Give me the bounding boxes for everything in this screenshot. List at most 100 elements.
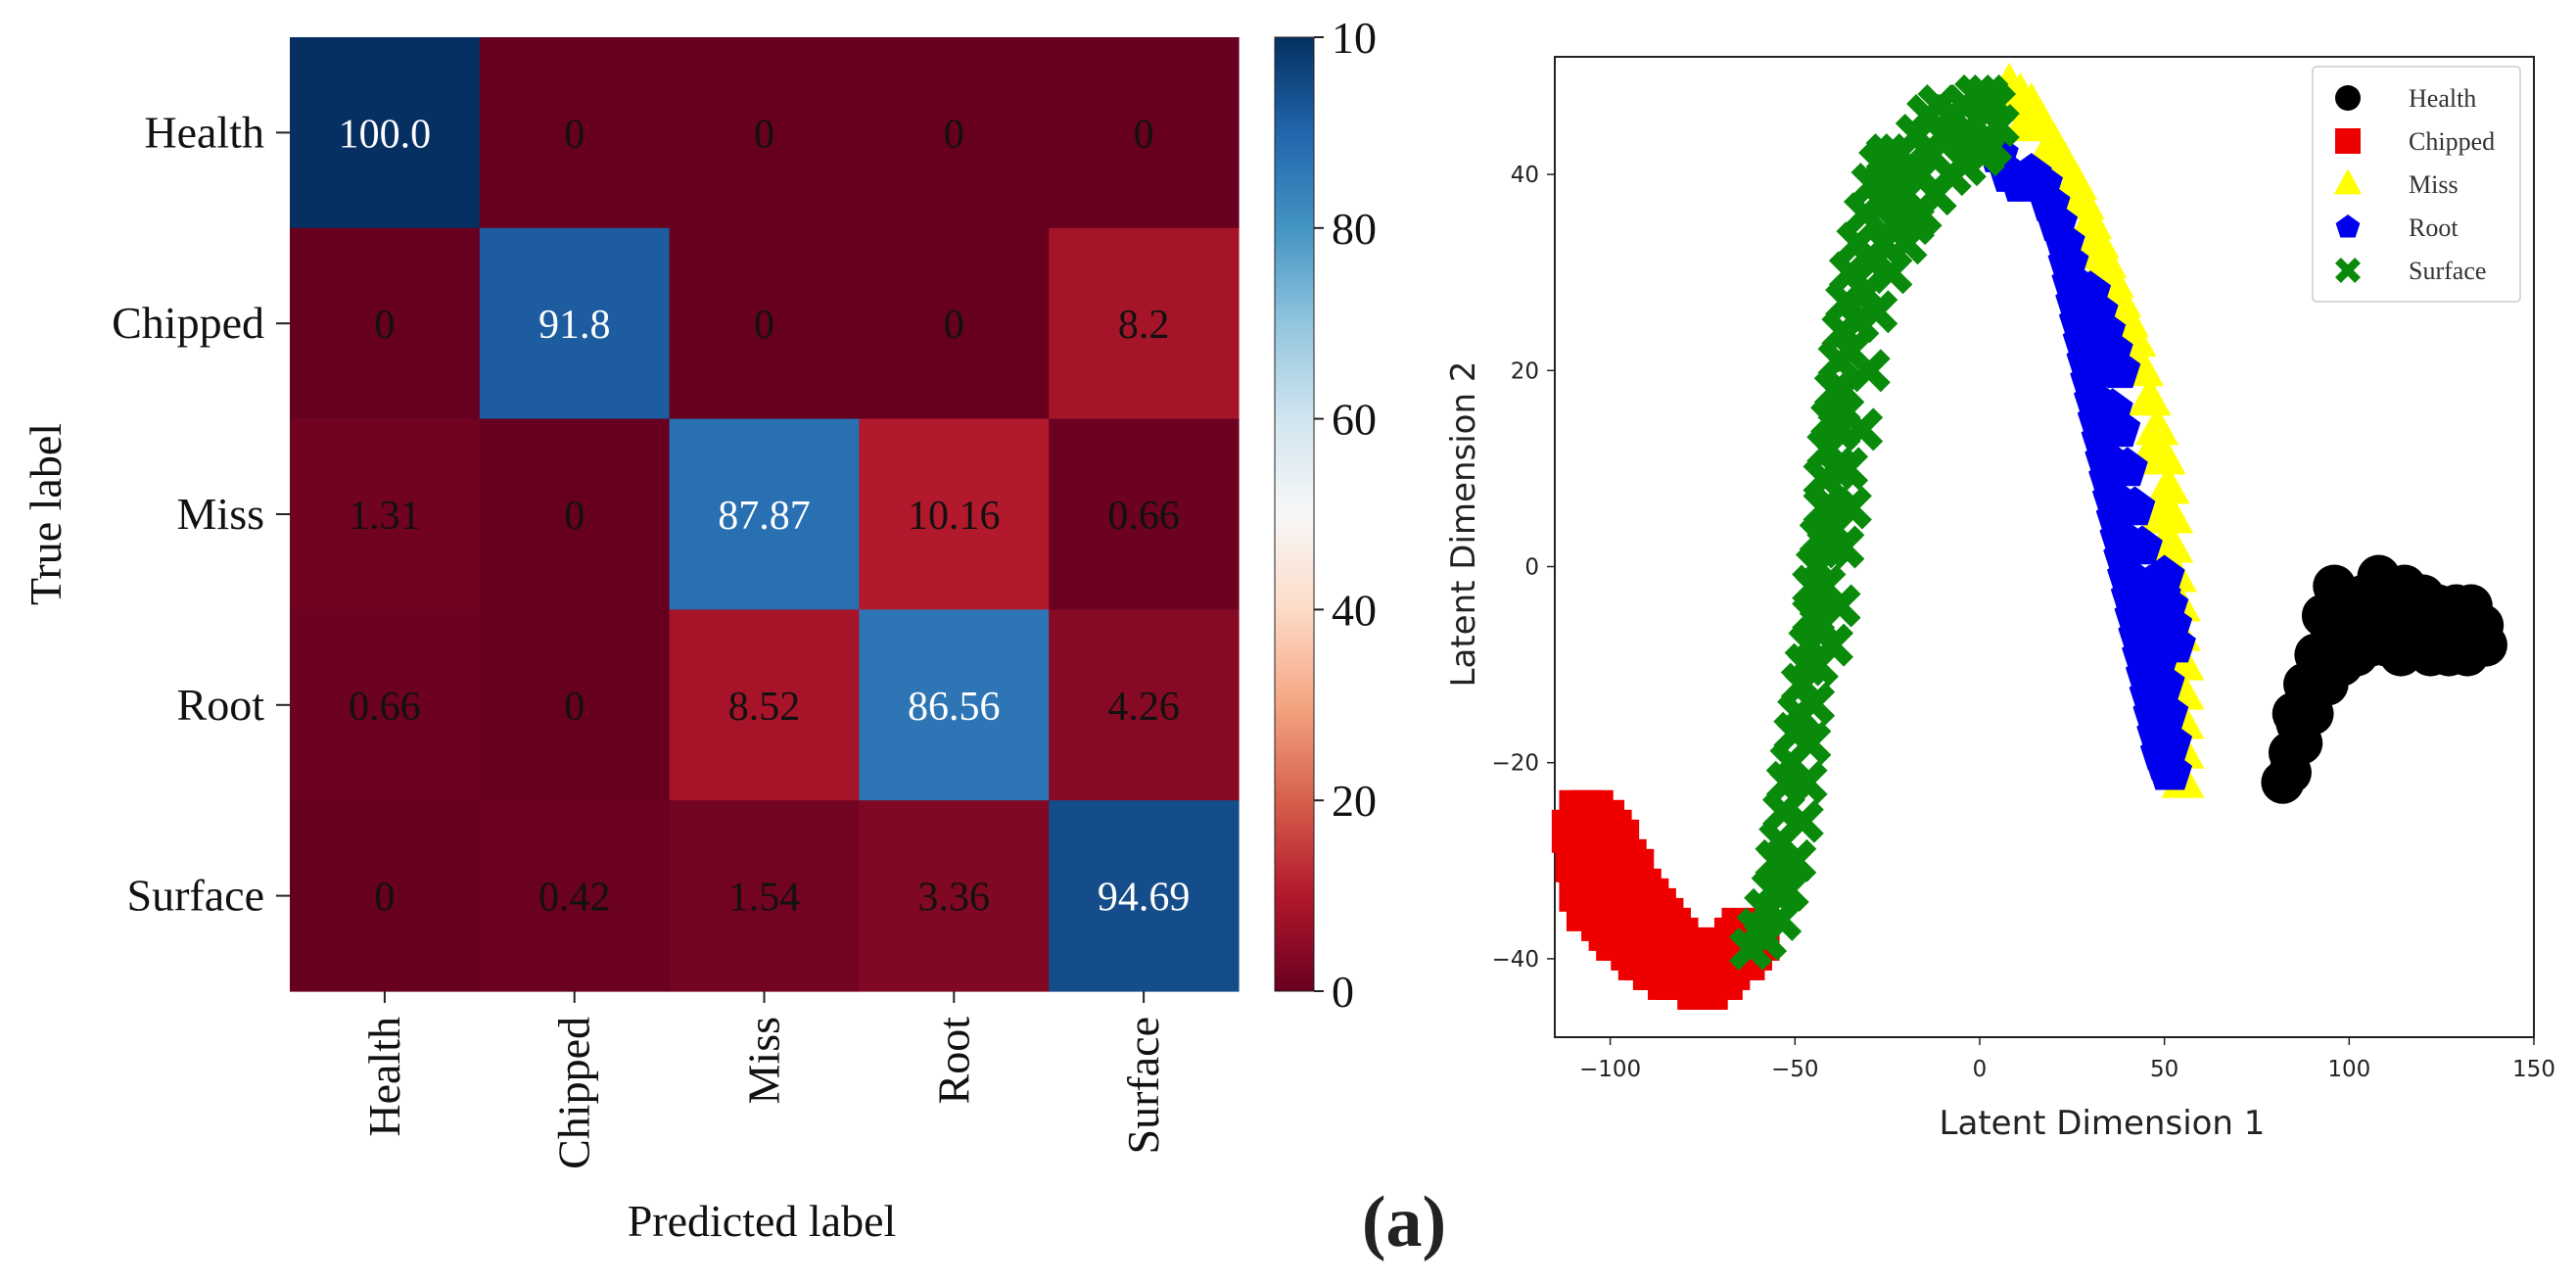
heatmap-cell (290, 418, 481, 610)
confusion-matrix: 100.0 0 0 0 0 0 91.8 0 0 8.2 1.31 0 87.87 10.16 0.66 0.… (21, 37, 1240, 1246)
scatter-point (1765, 868, 1809, 912)
heatmap-cell (669, 37, 860, 229)
scatter-point (1825, 447, 1869, 491)
scatter-point (1869, 251, 1913, 295)
heatmap-row-label: Surface (127, 871, 264, 921)
scatter-point (2151, 721, 2193, 761)
scatter-legend: Health Chipped Miss Root Surface (2312, 66, 2521, 303)
heatmap-cell (479, 609, 671, 801)
heatmap-cell (1049, 418, 1240, 610)
heatmap-cell (1049, 800, 1240, 992)
heatmap-cell-value: 1.31 (349, 494, 421, 539)
heatmap-cell (859, 37, 1050, 229)
scatter-point (2151, 750, 2193, 790)
scatter-point (2132, 603, 2175, 643)
legend-label: Miss (2409, 170, 2459, 199)
heatmap-xlabel: Predicted label (628, 1196, 897, 1246)
heatmap-cell-value: 0.66 (349, 685, 421, 730)
heatmap-cell (479, 800, 671, 992)
scatter-xtick-label: 100 (2327, 1057, 2370, 1082)
scatter-point (1773, 838, 1817, 882)
scatter-point (2107, 447, 2148, 487)
legend-marker-miss (2333, 168, 2363, 195)
heatmap-cell (479, 37, 671, 229)
scatter-xtick-label: −100 (1579, 1057, 1641, 1082)
scatter-point (1792, 682, 1836, 726)
scatter-point (1821, 525, 1865, 569)
scatter-point (2338, 613, 2382, 657)
scatter-point (1840, 407, 1884, 452)
heatmap-cell (290, 800, 481, 992)
legend-marker-health (2335, 85, 2361, 111)
scatter-ylabel: Latent Dimension 2 (1444, 361, 1483, 688)
scatter-point (1892, 202, 1936, 246)
scatter-point (1957, 123, 2001, 167)
scatter-point (1854, 290, 1898, 334)
heatmap-cell-value: 94.69 (1098, 876, 1191, 921)
heatmap-cell (479, 227, 671, 420)
scatter-point (2128, 376, 2172, 416)
heatmap-cell-value: 87.87 (718, 494, 811, 539)
scatter-point (2367, 564, 2412, 608)
colorbar-gradient (1274, 36, 1315, 992)
scatter-xtick-label: 0 (1973, 1057, 1988, 1082)
heatmap-cell-value: 0.42 (539, 876, 611, 921)
scatter-series-root (1977, 133, 2196, 790)
heatmap-cell (859, 609, 1050, 801)
colorbar-tick-label: 60 (1332, 395, 1377, 445)
heatmap-cell-value: 3.36 (918, 876, 991, 921)
heatmap-cell (1049, 37, 1240, 229)
scatter-point (2371, 603, 2415, 647)
scatter-point (1644, 927, 1688, 971)
latent-scatter-plot: −100 −50 0 50 100 150 −40 −20 0 20 40 Latent Dime… (1444, 56, 2555, 1143)
scatter-series-health (2261, 554, 2507, 804)
colorbar-tick-label: 80 (1332, 204, 1377, 254)
heatmap-col-label: Surface (1118, 1017, 1168, 1154)
colorbar-tick-label: 40 (1332, 585, 1377, 635)
heatmap-cell-value: 0 (754, 303, 774, 348)
legend-label: Root (2409, 214, 2459, 242)
heatmap-cell (290, 37, 481, 229)
heatmap-col-label: Health (359, 1017, 409, 1137)
scatter-point (1895, 114, 1939, 158)
heatmap-cell (479, 418, 671, 610)
heatmap-cell (669, 800, 860, 992)
heatmap-cell (859, 800, 1050, 992)
heatmap-row-label: Chipped (112, 298, 264, 348)
scatter-series-surface (1729, 74, 2020, 971)
scatter-xlabel: Latent Dimension 1 (1940, 1104, 2266, 1143)
heatmap-cell-value: 4.26 (1107, 685, 1180, 730)
heatmap-row-label: Root (177, 680, 265, 730)
heatmap-cell-value: 100.0 (339, 112, 432, 157)
heatmap-ylabel: True label (21, 423, 70, 605)
heatmap-col-label: Root (928, 1017, 978, 1105)
scatter-ytick-label: 0 (1524, 555, 1539, 581)
heatmap-cell-value: 0 (564, 112, 585, 157)
colorbar-tick-label: 0 (1332, 967, 1354, 1017)
heatmap-cell-value: 0 (754, 112, 774, 157)
scatter-xtick-label: −50 (1771, 1057, 1819, 1082)
legend-box (2312, 66, 2521, 303)
legend-marker-root (2335, 214, 2361, 238)
heatmap-col-label: Chipped (549, 1017, 599, 1169)
heatmap-cell-value: 0 (944, 303, 964, 348)
scatter-point (2099, 407, 2141, 448)
scatter-point (1744, 917, 1788, 961)
heatmap-cell-value: 0 (1134, 112, 1154, 157)
heatmap-cell-value: 86.56 (908, 685, 1001, 730)
panel-label: (a) (1362, 1182, 1446, 1262)
heatmap-cell (290, 609, 481, 801)
heatmap-cell-value: 1.54 (728, 876, 801, 921)
heatmap-cell-value: 8.2 (1118, 303, 1170, 348)
heatmap-cell-value: 0.66 (1107, 494, 1180, 539)
colorbar-tick-label: 20 (1332, 776, 1377, 826)
heatmap-cell (859, 227, 1050, 420)
scatter-point (1817, 584, 1861, 628)
heatmap-cell-value: 8.52 (728, 685, 801, 730)
heatmap-col-label: Miss (739, 1017, 789, 1104)
colorbar: 0 20 40 60 80 10 (1274, 13, 1377, 1017)
scatter-point (2135, 405, 2179, 446)
heatmap-cell-value: 10.16 (908, 494, 1001, 539)
heatmap-cell (669, 418, 860, 610)
legend-label: Surface (2409, 257, 2486, 285)
